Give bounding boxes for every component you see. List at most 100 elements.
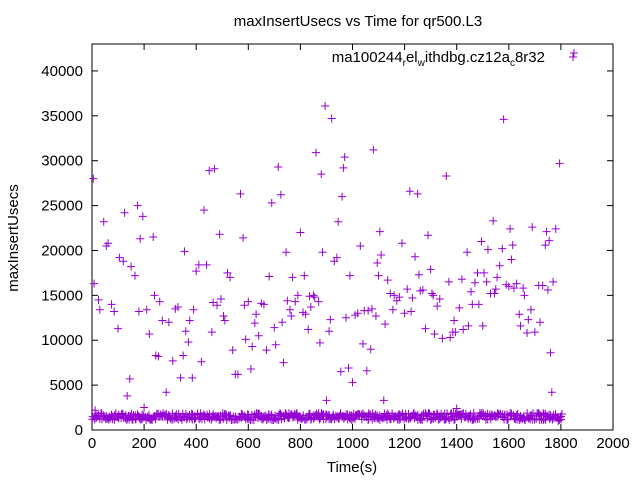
data-point: [181, 327, 190, 336]
data-point: [364, 306, 373, 315]
data-point: [252, 310, 261, 319]
y-tick-label: 15000: [41, 287, 83, 304]
data-point: [379, 396, 388, 405]
data-point: [515, 310, 524, 319]
data-point: [348, 378, 357, 387]
x-tick-label: 1800: [544, 435, 577, 452]
data-point: [317, 170, 326, 179]
data-point: [127, 262, 136, 271]
data-point: [507, 255, 516, 264]
data-point: [504, 282, 513, 291]
data-point: [223, 268, 232, 277]
data-point: [158, 316, 167, 325]
data-point: [551, 224, 560, 233]
data-point: [541, 241, 550, 250]
data-point: [495, 261, 504, 270]
baseline-point: [502, 415, 511, 424]
data-point: [444, 277, 453, 286]
data-point: [325, 327, 334, 336]
y-tick-label: 0: [75, 422, 83, 439]
data-point: [489, 216, 498, 225]
data-point: [344, 364, 353, 373]
data-point: [477, 237, 486, 246]
data-point: [459, 325, 468, 334]
data-point: [463, 248, 472, 257]
data-point: [155, 297, 164, 306]
baseline-point: [522, 413, 531, 422]
axis-tick-labels: 0 200 400 600 800 1000 1200 1400 1600 1800 2000050…: [41, 63, 629, 452]
data-point: [547, 388, 556, 397]
data-point: [478, 321, 487, 330]
data-point: [220, 316, 229, 325]
data-point: [446, 333, 455, 342]
y-axis-title: maxInsertUsecs: [5, 184, 22, 292]
data-point: [362, 366, 371, 375]
data-point: [491, 285, 500, 294]
data-point: [293, 291, 302, 300]
data-point: [368, 304, 377, 313]
data-point: [435, 294, 444, 303]
data-point: [304, 325, 313, 334]
data-point: [115, 253, 124, 262]
legend-key: [569, 53, 577, 61]
data-point: [464, 321, 473, 330]
data-point: [226, 273, 235, 282]
data-point: [270, 323, 279, 332]
data-point: [390, 291, 399, 300]
data-point: [301, 310, 310, 319]
data-point: [414, 270, 423, 279]
data-point: [499, 115, 508, 124]
data-point: [215, 230, 224, 239]
data-point: [339, 163, 348, 172]
data-point: [474, 300, 483, 309]
data-point: [120, 208, 129, 217]
data-point: [442, 171, 451, 180]
data-point: [413, 189, 422, 198]
baseline-point: [532, 414, 541, 423]
data-point: [248, 342, 257, 351]
data-point: [239, 233, 248, 242]
baseline-point: [330, 415, 339, 424]
data-point: [90, 279, 99, 288]
data-point: [374, 271, 383, 280]
data-point: [424, 231, 433, 240]
data-point: [388, 305, 397, 314]
data-point: [556, 412, 565, 421]
data-point: [314, 297, 323, 306]
data-point: [427, 289, 436, 298]
data-point: [490, 289, 499, 298]
data-point: [338, 192, 347, 201]
data-point: [228, 346, 237, 355]
data-point: [438, 334, 447, 343]
legend-part-5: ithdbg.cz12a: [425, 49, 511, 66]
data-point: [326, 315, 335, 324]
data-point: [327, 114, 336, 123]
baseline-point: [350, 415, 359, 424]
data-point: [145, 329, 154, 338]
data-point: [276, 190, 285, 199]
data-point: [205, 166, 214, 175]
data-point: [296, 228, 305, 237]
y-tick-label: 25000: [41, 198, 83, 215]
data-point: [197, 357, 206, 366]
data-point: [241, 335, 250, 344]
data-point: [188, 373, 197, 382]
legend-part-7: 8r32: [515, 49, 545, 66]
legend-part-3: el: [406, 49, 418, 66]
data-point: [383, 276, 392, 285]
data-point: [321, 101, 330, 110]
data-point: [200, 206, 209, 215]
data-point: [482, 277, 491, 286]
data-point: [140, 403, 149, 412]
data-point: [341, 313, 350, 322]
data-point: [287, 311, 296, 320]
data-point: [185, 316, 194, 325]
data-point: [524, 315, 533, 324]
data-point: [288, 273, 297, 282]
x-tick-label: 1000: [336, 435, 369, 452]
data-point: [512, 279, 521, 288]
data-point: [538, 281, 547, 290]
data-point: [543, 285, 552, 294]
data-point: [508, 241, 517, 250]
data-point: [451, 328, 460, 337]
